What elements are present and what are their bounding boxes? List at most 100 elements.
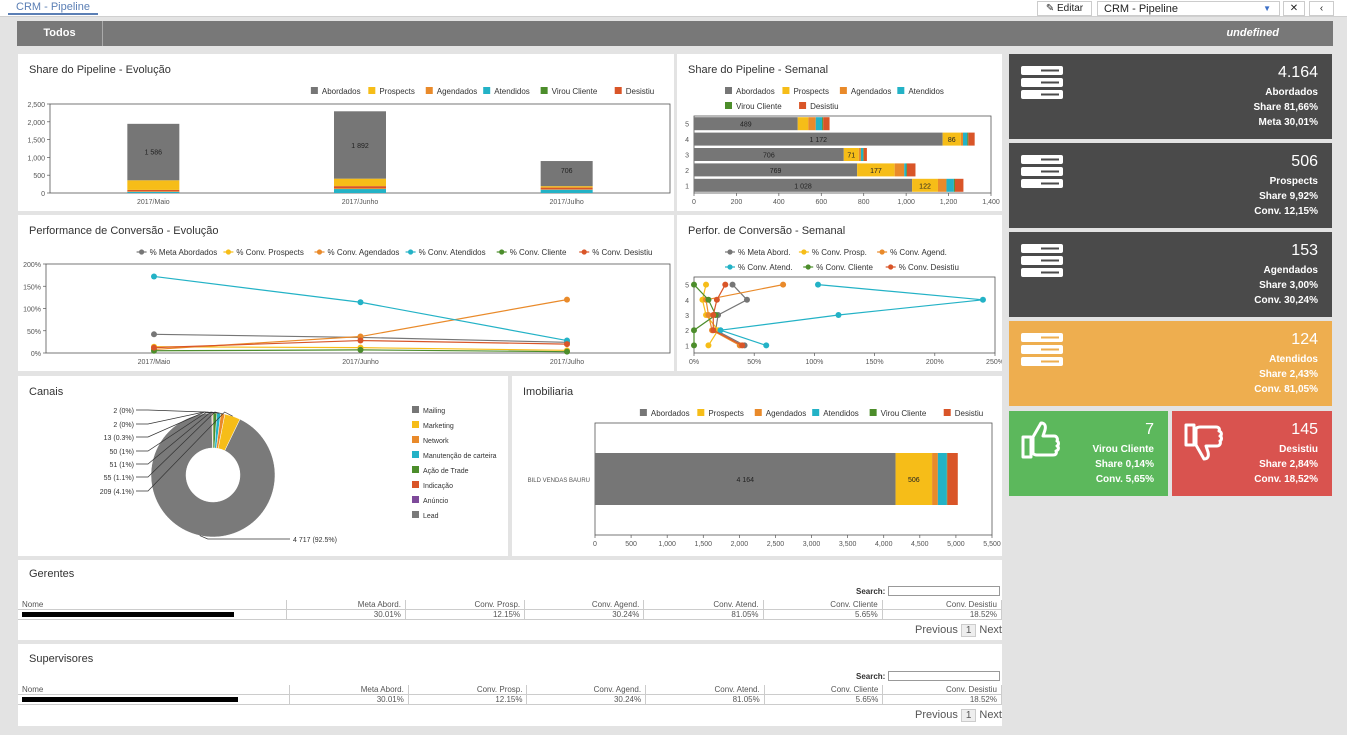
col-header[interactable]: Meta Abord.: [289, 685, 409, 695]
legend-label: Prospects: [793, 87, 829, 96]
table-row[interactable]: 30.01% 12.15% 30.24% 81.05% 5.65% 18.52%: [18, 694, 1002, 705]
next-button[interactable]: Next: [979, 624, 1002, 636]
x-tick-label: 200%: [926, 359, 944, 366]
series-line: [153, 275, 568, 342]
previous-button[interactable]: Previous: [915, 624, 958, 636]
cell: 30.01%: [286, 609, 406, 620]
page-1-button[interactable]: 1: [960, 709, 977, 722]
legend-label: Atendidos: [494, 87, 530, 96]
back-button[interactable]: ‹: [1309, 1, 1334, 16]
bar-data-label: 1 172: [810, 137, 828, 144]
data-point: [691, 281, 697, 288]
y-tick-label: 4: [685, 298, 689, 305]
dashboard-select-value: CRM - Pipeline: [1104, 3, 1178, 15]
search-input[interactable]: [888, 586, 1000, 596]
legend-swatch: [310, 87, 318, 94]
col-header[interactable]: Conv. Agend.: [526, 685, 647, 695]
bar-data-label: 86: [948, 137, 956, 144]
imobiliaria-panel: Imobiliaria Abordados Prospects Agendados A…: [512, 376, 1002, 556]
col-header[interactable]: Meta Abord.: [286, 600, 406, 610]
col-header[interactable]: Conv. Prosp.: [405, 600, 526, 610]
legend-label: % Conv. Desistiu: [899, 263, 959, 272]
kpi-label: Desistiu: [1279, 444, 1318, 455]
legend-label: Desistiu: [810, 102, 838, 111]
legend-label: Marketing: [423, 423, 454, 430]
kpi-share: Share 0,14%: [1095, 459, 1154, 470]
server-icon: [1021, 333, 1063, 366]
x-tick-label: 50%: [747, 359, 761, 366]
data-point: [357, 299, 364, 306]
page-1-button[interactable]: 1: [960, 624, 977, 637]
kpi-agendados[interactable]: 153 Agendados Share 3,00% Conv. 30,24%: [1009, 232, 1332, 317]
legend-swatch: [799, 102, 807, 109]
legend-label: Anúncio: [423, 498, 448, 505]
legend-swatch: [412, 481, 419, 488]
legend-swatch: [725, 102, 732, 109]
col-header[interactable]: Conv. Desistiu: [882, 600, 1003, 610]
kpi-value: 7: [1145, 421, 1154, 438]
col-header[interactable]: Conv. Desistiu: [882, 685, 1002, 695]
legend-label: % Conv. Atend.: [738, 263, 793, 272]
dashboard-select[interactable]: CRM - Pipeline ▼: [1097, 1, 1280, 16]
bar-segment: [843, 148, 859, 161]
kpi-prospects[interactable]: 506 Prospects Share 9,92% Conv. 12,15%: [1009, 143, 1332, 228]
bar-data-label: 1 028: [794, 183, 812, 190]
filter-bar: Todos undefined: [17, 21, 1333, 46]
panel-title: Share do Pipeline - Evolução: [29, 64, 171, 76]
filter-context-label: undefined: [1226, 27, 1279, 39]
edit-button[interactable]: ✎ Editar: [1037, 1, 1092, 16]
x-tick-label: 5,000: [947, 541, 965, 548]
previous-button[interactable]: Previous: [915, 709, 958, 721]
x-tick-label: 2017/Maio: [138, 359, 171, 366]
y-tick-label: 1: [685, 343, 689, 350]
cell-nome: [18, 694, 291, 705]
close-button[interactable]: ✕: [1283, 1, 1305, 16]
col-header[interactable]: Conv. Prosp.: [408, 685, 528, 695]
filter-todos-button[interactable]: Todos: [17, 21, 103, 46]
bar-segment: [127, 180, 180, 190]
bar-data-label: 177: [870, 168, 882, 175]
kpi-label: Prospects: [1269, 176, 1318, 187]
col-header[interactable]: Nome: [18, 600, 287, 610]
y-tick-label: 100%: [23, 307, 41, 314]
col-header[interactable]: Conv. Agend.: [524, 600, 645, 610]
y-tick-label: 4: [685, 137, 689, 144]
cell: 12.15%: [408, 694, 528, 705]
col-header[interactable]: Conv. Atend.: [643, 600, 764, 610]
perf-evolucao-chart: % Meta Abordados % Conv. Prospects % Conv.…: [23, 248, 671, 366]
col-header[interactable]: Conv. Cliente: [763, 600, 883, 610]
bar-segment: [906, 163, 916, 177]
data-point: [151, 273, 157, 280]
kpi-abordados[interactable]: 4.164 Abordados Share 81,66% Meta 30,01%: [1009, 54, 1332, 139]
cell: 18.52%: [882, 609, 1003, 620]
legend-marker: [888, 264, 894, 270]
col-header[interactable]: Nome: [18, 685, 291, 695]
legend-swatch: [412, 496, 419, 503]
kpi-conv: Conv. 12,15%: [1254, 206, 1318, 217]
table-header-row: Nome Meta Abord. Conv. Prosp. Conv. Agen…: [18, 685, 1002, 695]
legend-label: Atendidos: [908, 87, 944, 96]
kpi-desistiu[interactable]: 145 Desistiu Share 2,84% Conv. 18,52%: [1172, 411, 1332, 496]
legend-label: Desistiu: [626, 87, 654, 96]
col-header[interactable]: Conv. Cliente: [764, 685, 884, 695]
search-label: Search:: [856, 587, 886, 596]
legend-marker: [801, 249, 807, 255]
data-point: [564, 296, 570, 303]
share-evolucao-chart: Abordados Prospects Agendados Atendidos Viro…: [27, 87, 671, 206]
col-header[interactable]: Conv. Atend.: [645, 685, 765, 695]
data-point: [705, 342, 712, 349]
next-button[interactable]: Next: [979, 709, 1002, 721]
kpi-value: 124: [1291, 331, 1318, 348]
bar-segment: [540, 186, 593, 188]
search-input[interactable]: [888, 671, 1000, 681]
table-row[interactable]: 30.01% 12.15% 30.24% 81.05% 5.65% 18.52%: [18, 609, 1003, 620]
kpi-atendidos[interactable]: 124 Atendidos Share 2,43% Conv. 81,05%: [1009, 321, 1332, 406]
kpi-virou-cliente[interactable]: 7 Virou Cliente Share 0,14% Conv. 5,65%: [1009, 411, 1168, 496]
kpi-conv: Conv. 5,65%: [1095, 474, 1154, 485]
y-tick-label: 1: [685, 183, 689, 190]
x-tick-label: 400: [773, 199, 785, 206]
tab-crm-pipeline[interactable]: CRM - Pipeline: [8, 0, 98, 15]
bar-segment: [127, 123, 180, 181]
legend-label: Agendados: [851, 87, 891, 96]
x-tick-label: 1,400: [982, 199, 1000, 206]
